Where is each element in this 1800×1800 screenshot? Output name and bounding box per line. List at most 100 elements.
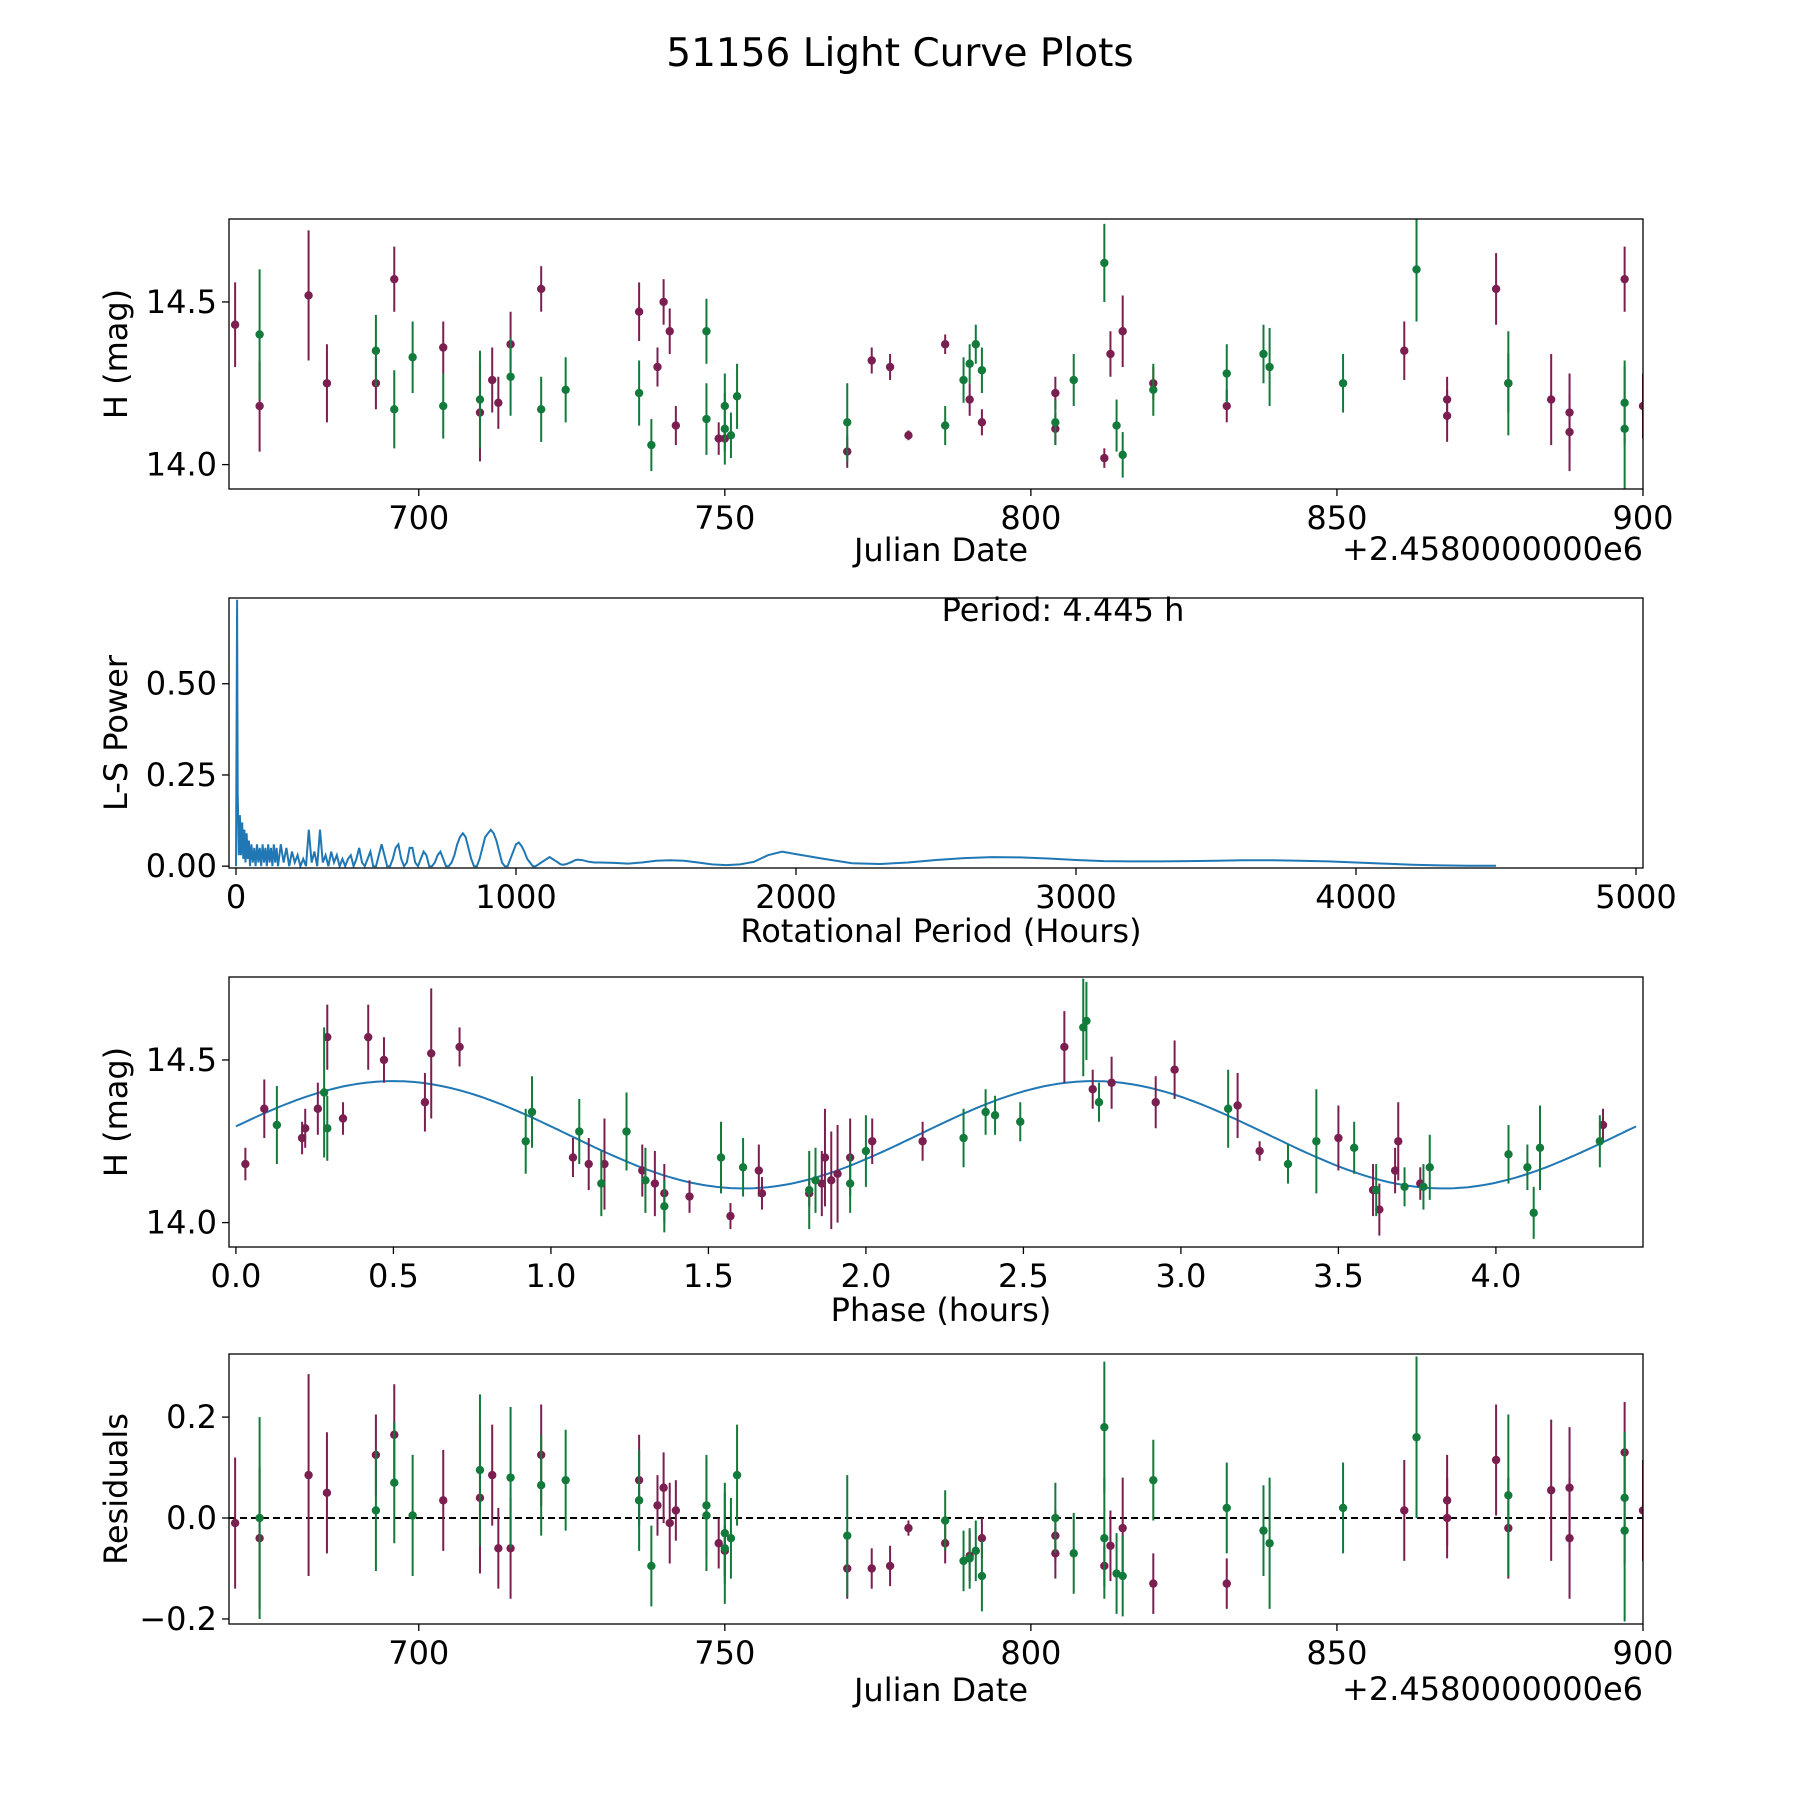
data-point	[714, 434, 723, 443]
data-point	[990, 1111, 1000, 1120]
data-point	[1118, 327, 1127, 336]
data-point	[561, 385, 570, 394]
data-point	[720, 424, 730, 434]
light-curve-plot-area	[230, 219, 1643, 489]
data-point	[371, 1506, 381, 1515]
y-tick-label: −0.2	[139, 1600, 217, 1638]
x-tick-label: 4.0	[1470, 1257, 1521, 1295]
periodogram-xlabel: Rotational Period (Hours)	[740, 912, 1141, 950]
periodogram-annotation: Period: 4.445 h	[942, 591, 1185, 629]
data-point	[1118, 1523, 1127, 1533]
data-point	[1390, 1166, 1400, 1175]
data-point	[647, 440, 656, 450]
x-tick-label: 3000	[1035, 878, 1116, 916]
data-point	[817, 1179, 827, 1188]
data-point	[1419, 1182, 1428, 1192]
y-tick-label: 14.5	[146, 1041, 217, 1079]
data-point	[1094, 1098, 1104, 1107]
data-point	[1118, 1571, 1127, 1581]
data-point	[1100, 1422, 1109, 1432]
data-point	[650, 1179, 660, 1188]
data-point	[634, 388, 644, 398]
data-point	[622, 1127, 631, 1136]
data-point	[364, 1032, 373, 1042]
phase-folded-frame	[228, 976, 1644, 1248]
x-tick-label: 5000	[1595, 878, 1676, 916]
data-point	[1372, 1185, 1381, 1195]
data-point	[1529, 1208, 1538, 1218]
data-point	[671, 421, 681, 430]
data-point	[647, 1561, 656, 1571]
periodogram-line	[235, 599, 1496, 868]
data-point	[665, 327, 674, 336]
data-point	[1595, 1137, 1605, 1146]
x-tick-label: 1.5	[683, 1257, 734, 1295]
data-point	[408, 353, 417, 362]
data-point	[1504, 1150, 1513, 1159]
data-point	[1016, 1117, 1025, 1126]
data-point	[390, 274, 399, 284]
data-point	[977, 1534, 987, 1543]
data-point	[1082, 1016, 1091, 1026]
data-point	[597, 1179, 606, 1188]
data-point	[634, 1496, 644, 1505]
data-point	[1112, 421, 1121, 430]
data-point	[1170, 1065, 1179, 1074]
data-point	[1223, 1104, 1233, 1113]
data-point	[965, 395, 974, 404]
y-tick-label: 14.5	[146, 283, 217, 321]
x-tick-label: 3.5	[1313, 1257, 1364, 1295]
data-point	[981, 1107, 990, 1117]
data-point	[653, 1501, 662, 1510]
data-point	[1060, 1042, 1069, 1052]
panel-phase-folded: 0.0 0.5 1.0 1.5 2.0 2.5 3.0 3.5 4.0 14.0 14.5 Phase…	[97, 976, 1644, 1329]
x-tick-label: 800	[1000, 1634, 1061, 1672]
data-point	[720, 1544, 730, 1553]
x-tick-label: 0	[226, 878, 246, 916]
data-point	[1149, 1579, 1158, 1588]
data-point	[726, 431, 736, 440]
data-point	[1069, 1549, 1078, 1558]
data-point	[272, 1120, 282, 1130]
data-point	[575, 1127, 584, 1136]
data-point	[1598, 1120, 1608, 1130]
data-point	[843, 1531, 852, 1540]
data-point	[584, 1159, 593, 1169]
x-tick-label: 0.5	[368, 1257, 419, 1295]
data-point	[322, 1488, 332, 1497]
phase-folded-plot-area	[235, 978, 1637, 1239]
data-point	[1491, 1455, 1501, 1465]
data-point	[475, 1465, 485, 1475]
data-point	[1620, 274, 1629, 284]
y-tick-label: 0.50	[146, 665, 217, 703]
data-point	[665, 1518, 674, 1528]
residuals-frame	[228, 1353, 1644, 1625]
data-point	[868, 1137, 877, 1146]
data-point	[867, 356, 876, 365]
data-point	[638, 1166, 647, 1175]
data-point	[304, 291, 313, 300]
data-point	[732, 1470, 742, 1480]
data-point	[659, 1483, 668, 1492]
data-point	[371, 346, 381, 355]
light-curve-xlabel: Julian Date	[852, 531, 1028, 569]
data-point	[1222, 401, 1231, 411]
data-point	[959, 1133, 968, 1143]
data-point	[885, 1561, 895, 1571]
y-tick-label: 0.2	[166, 1398, 217, 1436]
data-point	[660, 1202, 669, 1211]
data-point	[536, 284, 546, 294]
light-curve-ylabel: H (mag)	[97, 289, 135, 419]
data-point	[260, 1104, 269, 1113]
x-tick-label: 800	[1000, 499, 1061, 537]
data-point	[304, 1470, 313, 1480]
data-point	[390, 1478, 399, 1487]
data-point	[488, 375, 497, 385]
data-point	[230, 320, 240, 329]
data-point	[379, 1055, 389, 1065]
data-point	[322, 379, 332, 388]
data-point	[1338, 1503, 1348, 1513]
data-point	[971, 340, 980, 349]
data-point	[732, 392, 742, 401]
